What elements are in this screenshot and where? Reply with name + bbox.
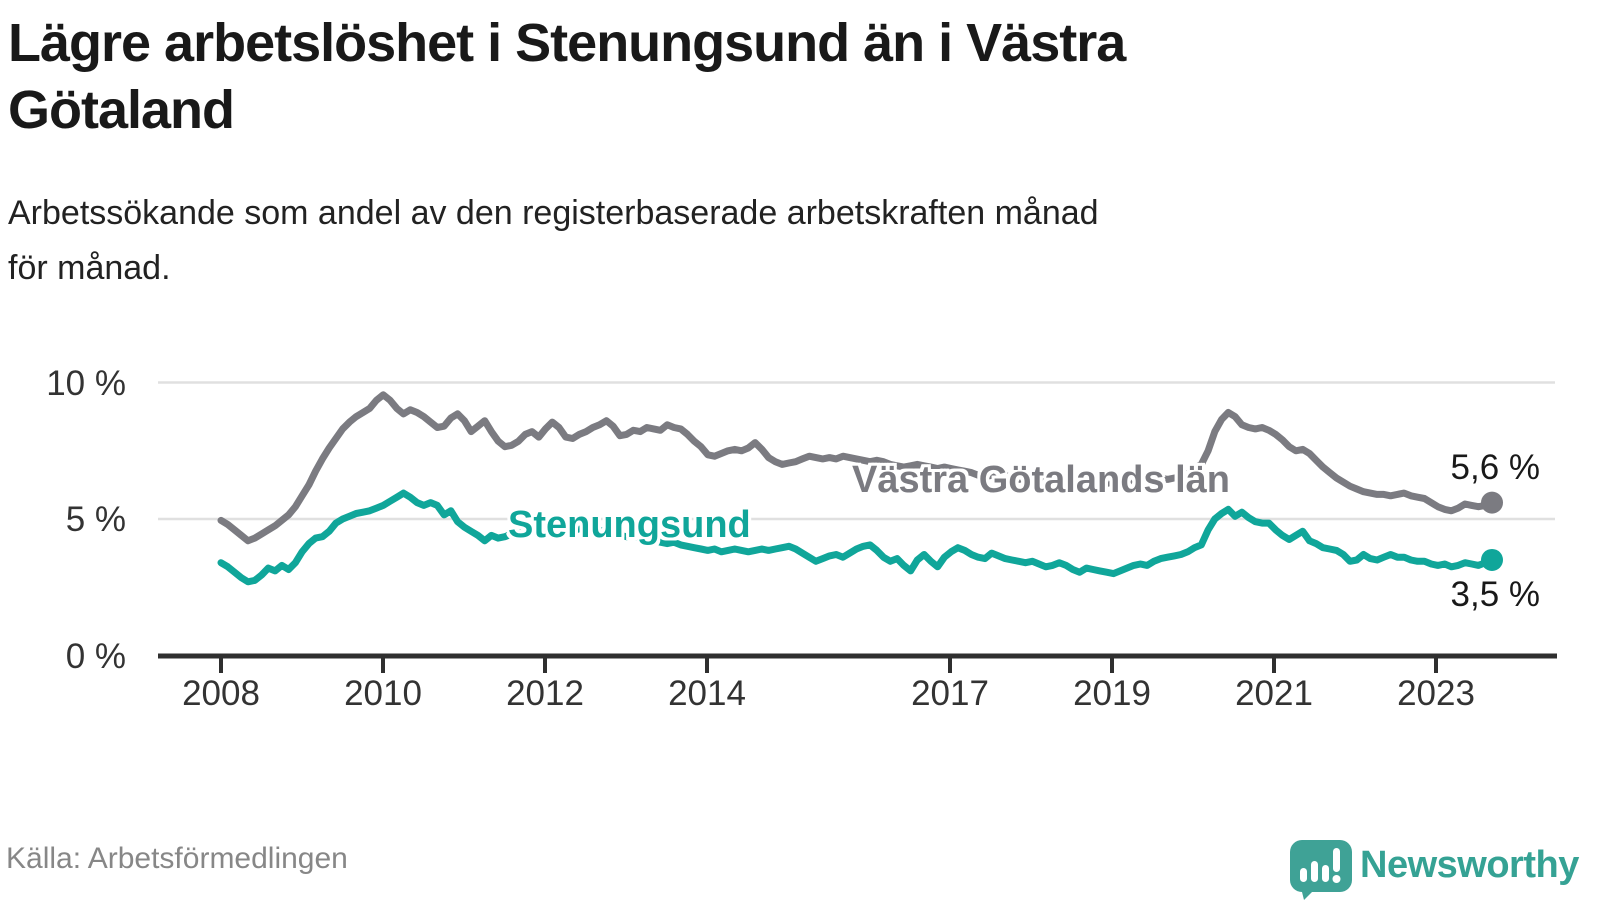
logo-exclamation-dot	[1332, 875, 1341, 883]
series-label-vastra-gotaland: Västra Götalands län	[852, 459, 1231, 501]
page-title: Lägre arbetslöshet i Stenungsund än i Vä…	[8, 13, 1126, 140]
y-axis-label-0: 0 %	[65, 636, 126, 676]
end-value-label-vastra-gotaland: 5,6 %	[1450, 448, 1541, 487]
logo-bar-3	[1322, 865, 1329, 882]
page-subtitle: Arbetssökande som andel av den registerb…	[8, 194, 1099, 287]
end-dot-stenungsund	[1481, 548, 1503, 571]
y-axis-label-10: 10 %	[46, 363, 126, 403]
logo-bubble	[1290, 840, 1352, 900]
logo-bar-2	[1311, 861, 1318, 882]
newsworthy-logo: Newsworthy	[1286, 838, 1596, 900]
end-value-label-stenungsund: 3,5 %	[1450, 575, 1541, 614]
x-axis-label-2010: 2010	[344, 674, 422, 713]
end-dot-vastra-gotaland	[1481, 491, 1503, 514]
y-axis-label-5: 5 %	[65, 500, 126, 539]
logo-exclamation-bar	[1333, 848, 1340, 872]
newsworthy-logo-icon	[1290, 840, 1352, 900]
x-axis-label-2021: 2021	[1235, 674, 1313, 713]
x-axis-label-2017: 2017	[911, 674, 989, 713]
logo-bar-1	[1300, 868, 1307, 882]
x-axis-label-2012: 2012	[506, 674, 584, 713]
newsworthy-logo-text: Newsworthy	[1360, 844, 1579, 886]
series-label-stenungsund: Stenungsund	[508, 504, 751, 546]
series-line-vastra-gotaland	[217, 391, 1496, 545]
x-axis-label-2023: 2023	[1397, 674, 1475, 713]
series-line-stenungsund	[217, 489, 1496, 586]
x-axis-label-2019: 2019	[1073, 674, 1151, 713]
x-axis-label-2008: 2008	[182, 674, 260, 713]
source-note: Källa: Arbetsförmedlingen	[6, 842, 348, 875]
x-axis-label-2014: 2014	[668, 674, 746, 713]
